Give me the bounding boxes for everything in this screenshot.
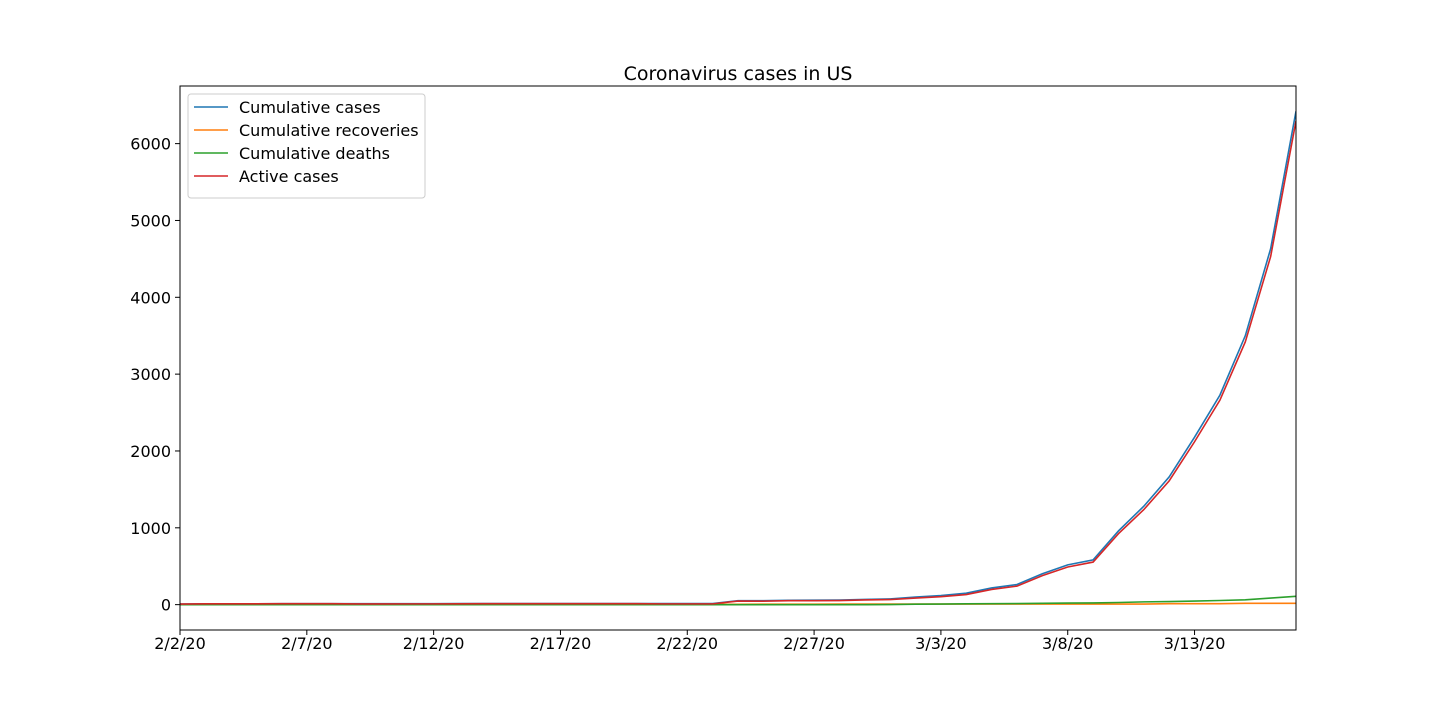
x-tick-label: 3/13/20: [1164, 634, 1226, 653]
y-tick-label: 4000: [130, 288, 171, 307]
x-tick-label: 2/2/20: [154, 634, 206, 653]
y-tick-label: 2000: [130, 442, 171, 461]
chart-title: Coronavirus cases in US: [624, 63, 853, 85]
legend-label-3: Cumulative deaths: [239, 144, 390, 163]
y-axis: 0 1000 2000 3000 4000 5000 6000: [130, 135, 180, 615]
x-axis: 2/2/20 2/7/20 2/12/20 2/17/20 2/22/20 2/27/20…: [154, 630, 1225, 653]
x-tick-label: 2/27/20: [783, 634, 845, 653]
x-tick-label: 2/17/20: [530, 634, 592, 653]
legend: Cumulative cases Cumulative recoveries Cum…: [187, 93, 426, 199]
x-tick-label: 3/3/20: [915, 634, 967, 653]
series-line-4: [180, 120, 1296, 605]
y-tick-label: 6000: [130, 135, 171, 154]
legend-box: [187, 93, 426, 199]
legend-label-2: Cumulative recoveries: [239, 121, 419, 140]
plot-frame: [179, 85, 1297, 631]
y-tick-label: 0: [161, 596, 171, 615]
x-tick-label: 3/8/20: [1042, 634, 1094, 653]
legend-label-4: Active cases: [239, 167, 339, 186]
plot-area: [179, 85, 1297, 631]
x-tick-label: 2/22/20: [656, 634, 718, 653]
legend-label-1: Cumulative cases: [239, 98, 381, 117]
x-tick-label: 2/12/20: [403, 634, 465, 653]
x-tick-label: 2/7/20: [281, 634, 333, 653]
y-tick-label: 3000: [130, 365, 171, 384]
y-tick-label: 1000: [130, 519, 171, 538]
y-tick-label: 5000: [130, 211, 171, 230]
